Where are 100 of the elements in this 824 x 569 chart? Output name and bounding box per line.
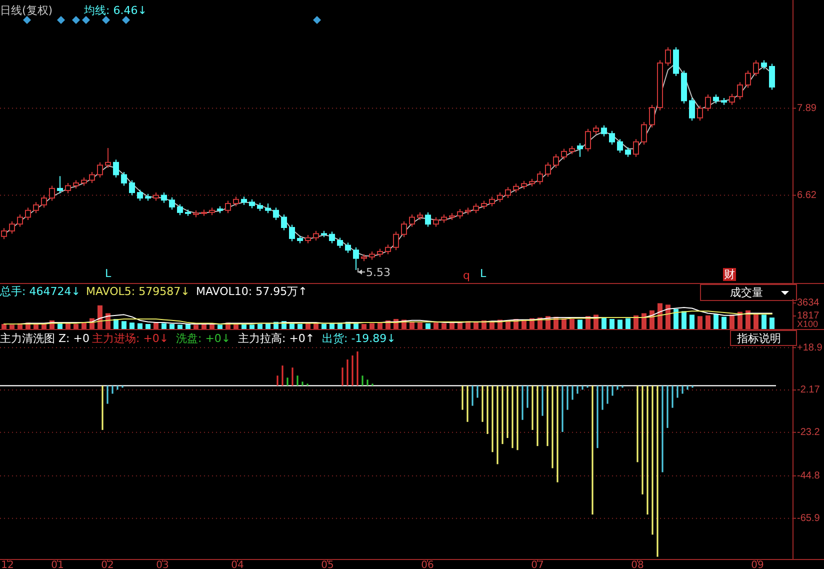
bar bbox=[450, 322, 454, 329]
candlestick bbox=[313, 230, 319, 242]
candlestick bbox=[329, 231, 335, 244]
bar bbox=[194, 324, 198, 329]
candlestick bbox=[353, 246, 359, 270]
bar bbox=[322, 324, 326, 329]
x-tick-label: 12 bbox=[1, 560, 14, 569]
bar bbox=[242, 324, 246, 329]
x-tick-label: 03 bbox=[156, 560, 169, 569]
annotation: 指标说明 bbox=[736, 332, 781, 345]
bar bbox=[154, 322, 158, 329]
bar bbox=[666, 304, 670, 329]
candlestick bbox=[233, 196, 239, 207]
bar bbox=[442, 323, 446, 329]
bar bbox=[570, 318, 574, 329]
candlestick bbox=[137, 189, 143, 202]
candlestick bbox=[665, 46, 671, 66]
candlestick bbox=[729, 93, 735, 106]
bar bbox=[626, 318, 630, 329]
annotation: q bbox=[463, 269, 470, 282]
bar bbox=[690, 314, 694, 329]
annotation: 主力拉高: +0↑ bbox=[238, 332, 315, 345]
y-axis-title: X100 bbox=[797, 319, 818, 329]
bar bbox=[754, 313, 758, 329]
candlestick bbox=[641, 121, 647, 146]
bar bbox=[674, 308, 678, 329]
bar bbox=[618, 320, 622, 329]
x-tick-label: 01 bbox=[51, 560, 64, 569]
bar bbox=[354, 323, 358, 329]
candlestick bbox=[561, 148, 567, 160]
bar bbox=[170, 324, 174, 329]
candlestick bbox=[161, 192, 167, 204]
x-tick-label: 08 bbox=[631, 560, 644, 569]
candlestick bbox=[49, 185, 55, 202]
candlestick bbox=[625, 146, 631, 158]
candlestick bbox=[281, 214, 287, 231]
bar bbox=[298, 324, 302, 329]
candlestick bbox=[105, 148, 111, 168]
annotation: 日线(复权) bbox=[0, 4, 53, 17]
candlestick bbox=[401, 220, 407, 238]
annotation: 主力清洗图 Z: +0 bbox=[0, 332, 90, 345]
candlestick bbox=[289, 224, 295, 242]
bar bbox=[634, 315, 638, 329]
candlestick bbox=[129, 180, 135, 196]
y-tick-label: -2.17 bbox=[797, 384, 820, 396]
bar bbox=[122, 321, 126, 329]
candlestick bbox=[41, 194, 47, 208]
bar bbox=[610, 318, 614, 329]
x-tick-label: 02 bbox=[101, 560, 114, 569]
candlestick bbox=[505, 186, 511, 199]
annotation: 5.53 bbox=[366, 266, 390, 279]
annotation: 主力进场: +0↓ bbox=[92, 332, 169, 345]
candlestick bbox=[473, 203, 479, 214]
bar bbox=[746, 310, 750, 329]
candlestick bbox=[433, 216, 439, 228]
candlestick bbox=[545, 162, 551, 178]
candlestick bbox=[425, 212, 431, 228]
candlestick bbox=[697, 105, 703, 122]
annotation: L bbox=[105, 267, 112, 280]
y-tick-label: +18.9 bbox=[797, 342, 823, 354]
y-tick-label: 3634 bbox=[797, 298, 820, 309]
candlestick bbox=[65, 182, 71, 194]
candlestick bbox=[585, 128, 591, 152]
bar bbox=[682, 311, 686, 329]
candlestick bbox=[753, 60, 759, 77]
candlestick bbox=[121, 171, 127, 186]
x-tick-label: 06 bbox=[421, 560, 434, 569]
bar bbox=[706, 315, 710, 329]
text: 总手: 464724↓ bbox=[0, 285, 80, 298]
bar bbox=[642, 313, 646, 329]
candlestick bbox=[57, 176, 63, 194]
annotation: 均线: 6.46↓ bbox=[83, 4, 147, 17]
bar bbox=[10, 324, 14, 329]
candlestick bbox=[745, 70, 751, 88]
candlestick bbox=[265, 203, 271, 214]
bar bbox=[722, 316, 726, 329]
candlestick bbox=[89, 171, 95, 184]
y-tick-label: 6.62 bbox=[797, 190, 817, 201]
bar bbox=[426, 323, 430, 329]
annotation: 洗盘: +0↓ bbox=[176, 332, 231, 345]
candlestick bbox=[577, 142, 583, 158]
candlestick bbox=[609, 130, 615, 146]
candlestick bbox=[497, 192, 503, 203]
candlestick bbox=[9, 220, 15, 234]
bar bbox=[658, 303, 662, 329]
bar bbox=[578, 320, 582, 329]
bar bbox=[82, 322, 86, 329]
candlestick bbox=[177, 204, 183, 216]
candlestick bbox=[633, 138, 639, 158]
candlestick bbox=[617, 138, 623, 154]
bar bbox=[730, 314, 734, 329]
bar bbox=[770, 318, 774, 329]
candlestick bbox=[737, 82, 743, 100]
candlestick bbox=[457, 208, 463, 220]
bar bbox=[602, 318, 606, 329]
y-tick-label: -65.9 bbox=[797, 512, 820, 524]
candlestick bbox=[25, 207, 31, 220]
y-tick-label: 1817 bbox=[797, 310, 820, 322]
candlestick bbox=[273, 207, 279, 220]
candlestick bbox=[705, 94, 711, 112]
